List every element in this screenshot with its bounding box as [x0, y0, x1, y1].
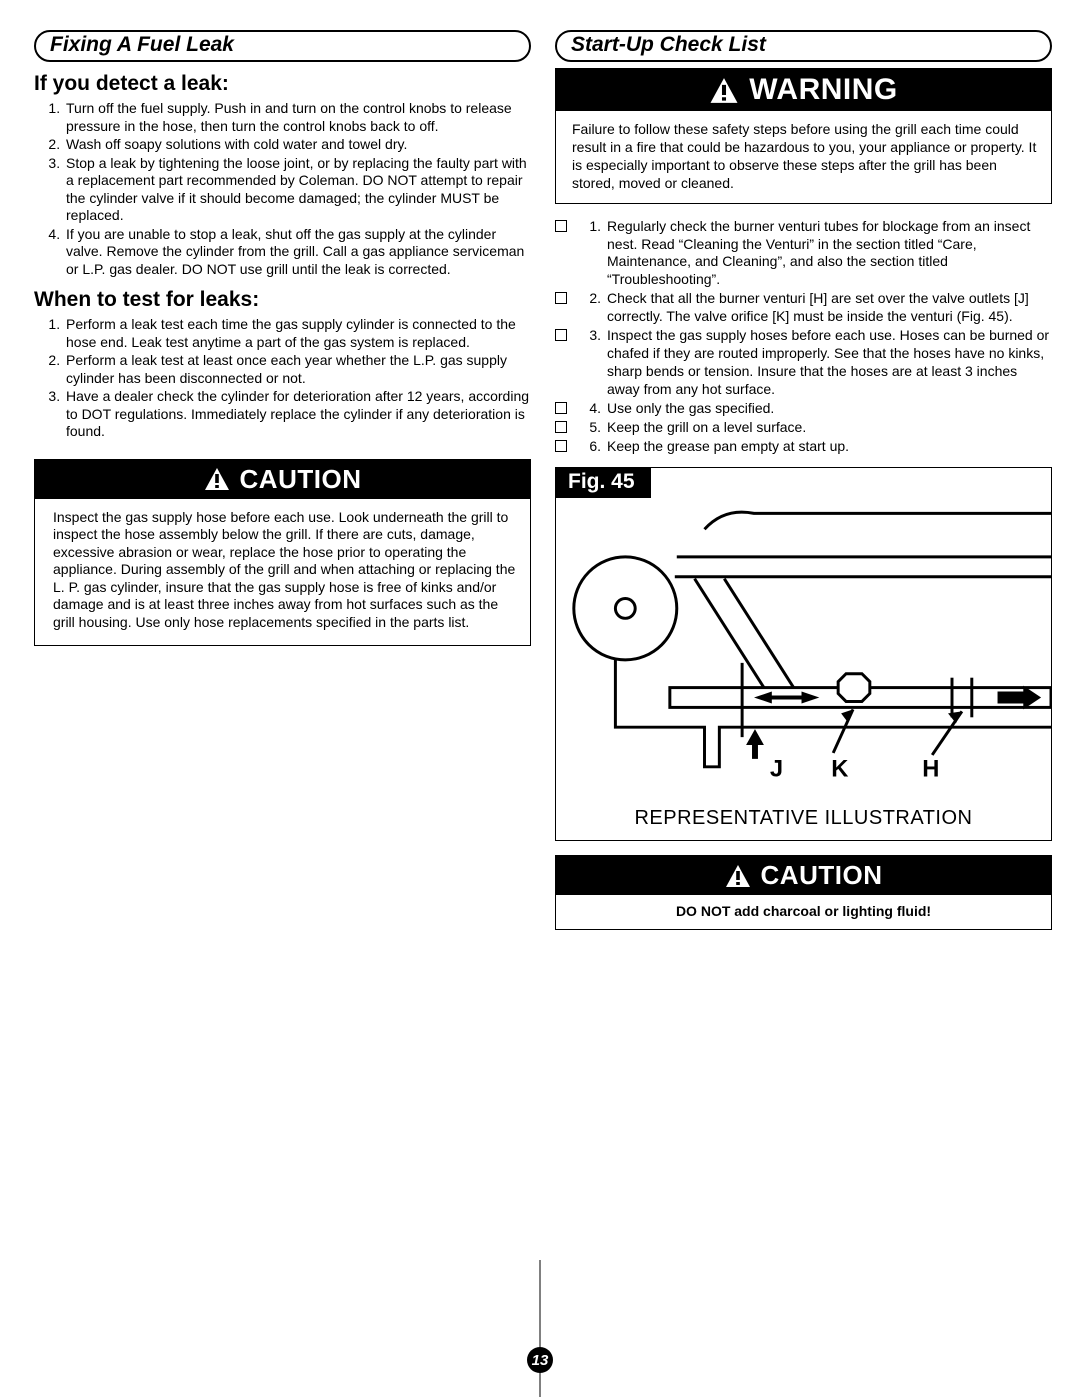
- checkbox-icon: [555, 292, 567, 304]
- list-item: If you are unable to stop a leak, shut o…: [64, 226, 531, 279]
- warning-body: Failure to follow these safety steps bef…: [556, 111, 1051, 203]
- warning-triangle-icon: [709, 77, 739, 104]
- list-if-detect-leak: Turn off the fuel supply. Push in and tu…: [34, 100, 531, 278]
- warning-triangle-icon: [725, 864, 751, 888]
- subhead-if-detect-leak: If you detect a leak:: [34, 72, 531, 96]
- list-item: Perform a leak test at least once each y…: [64, 352, 531, 387]
- checkbox-icon: [555, 440, 567, 452]
- caution-body: DO NOT add charcoal or lighting fluid!: [556, 895, 1051, 929]
- callout-k: K: [831, 756, 848, 783]
- caution-bar: CAUTION: [556, 856, 1051, 895]
- figure-label: Fig. 45: [556, 468, 651, 498]
- figure-45-illustration: J K H: [556, 498, 1051, 798]
- checkbox-icon: [555, 421, 567, 433]
- page-number: 13: [527, 1347, 553, 1373]
- checklist-item: 4. Use only the gas specified.: [555, 400, 1052, 418]
- startup-checklist: 1. Regularly check the burner venturi tu…: [555, 218, 1052, 456]
- section-heading-fixing-leak: Fixing A Fuel Leak: [34, 30, 531, 62]
- callout-h: H: [922, 756, 939, 783]
- checkbox-icon: [555, 329, 567, 341]
- list-item: Have a dealer check the cylinder for det…: [64, 388, 531, 441]
- warning-bar: WARNING: [556, 69, 1051, 111]
- checklist-item: 1. Regularly check the burner venturi tu…: [555, 218, 1052, 290]
- right-column: Start-Up Check List WARNING Failure to f…: [555, 30, 1052, 930]
- list-item: Stop a leak by tightening the loose join…: [64, 155, 531, 225]
- caution-bar: CAUTION: [35, 460, 530, 499]
- caution-box-right: CAUTION DO NOT add charcoal or lighting …: [555, 855, 1052, 930]
- checklist-item: 3. Inspect the gas supply hoses before e…: [555, 327, 1052, 399]
- center-divider: [540, 1260, 541, 1397]
- section-title: Start-Up Check List: [571, 33, 1036, 57]
- checklist-item: 6. Keep the grease pan empty at start up…: [555, 438, 1052, 456]
- section-heading-startup-checklist: Start-Up Check List: [555, 30, 1052, 62]
- list-item: Wash off soapy solutions with cold water…: [64, 136, 531, 154]
- caution-box-left: CAUTION Inspect the gas supply hose befo…: [34, 459, 531, 647]
- figure-45-box: Fig. 45: [555, 467, 1052, 841]
- section-title: Fixing A Fuel Leak: [50, 33, 515, 57]
- warning-label: WARNING: [749, 73, 898, 107]
- caution-label: CAUTION: [761, 860, 883, 891]
- left-column: Fixing A Fuel Leak If you detect a leak:…: [34, 30, 531, 930]
- warning-triangle-icon: [204, 467, 230, 491]
- checklist-item: 5. Keep the grill on a level surface.: [555, 419, 1052, 437]
- callout-j: J: [770, 756, 783, 783]
- subhead-when-test-leaks: When to test for leaks:: [34, 288, 531, 312]
- checkbox-icon: [555, 220, 567, 232]
- list-item: Turn off the fuel supply. Push in and tu…: [64, 100, 531, 135]
- warning-box: WARNING Failure to follow these safety s…: [555, 68, 1052, 204]
- checkbox-icon: [555, 402, 567, 414]
- list-item: Perform a leak test each time the gas su…: [64, 316, 531, 351]
- list-when-test-leaks: Perform a leak test each time the gas su…: [34, 316, 531, 441]
- checklist-item: 2. Check that all the burner venturi [H]…: [555, 290, 1052, 326]
- figure-caption: REPRESENTATIVE ILLUSTRATION: [556, 807, 1051, 830]
- caution-label: CAUTION: [240, 464, 362, 495]
- caution-body: Inspect the gas supply hose before each …: [35, 499, 530, 646]
